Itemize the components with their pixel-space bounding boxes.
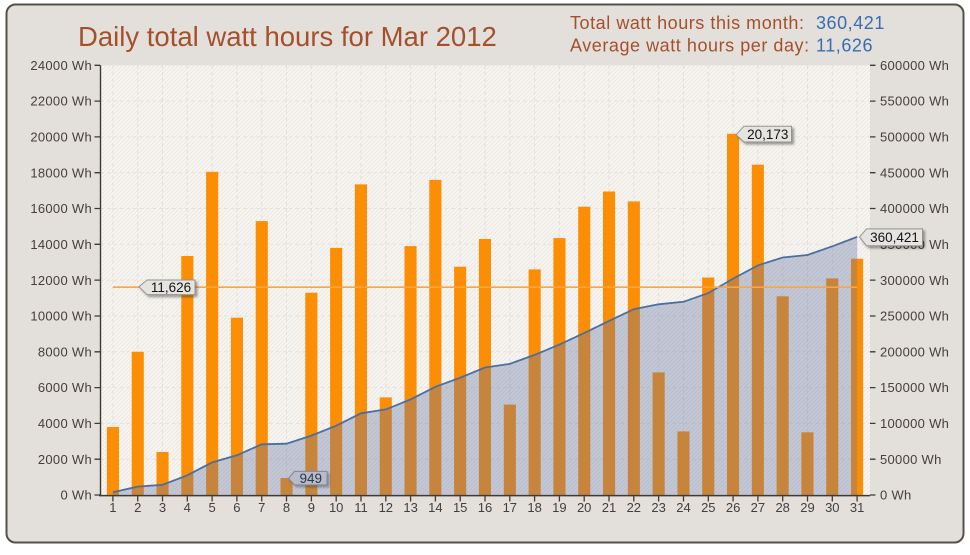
svg-text:16000 Wh: 16000 Wh <box>30 201 92 216</box>
svg-text:24000 Wh: 24000 Wh <box>30 58 92 73</box>
svg-text:500000 Wh: 500000 Wh <box>880 130 949 145</box>
svg-text:4000 Wh: 4000 Wh <box>38 416 92 431</box>
svg-text:Daily total watt hours for Mar: Daily total watt hours for Mar 2012 <box>78 21 497 52</box>
svg-text:250000 Wh: 250000 Wh <box>880 309 949 324</box>
svg-text:29: 29 <box>800 500 814 515</box>
svg-text:10000 Wh: 10000 Wh <box>30 309 92 324</box>
svg-text:400000 Wh: 400000 Wh <box>880 201 949 216</box>
svg-text:360,421: 360,421 <box>870 230 919 245</box>
svg-text:14: 14 <box>428 500 442 515</box>
svg-text:23: 23 <box>651 500 665 515</box>
svg-text:19: 19 <box>552 500 566 515</box>
svg-text:12: 12 <box>379 500 393 515</box>
svg-text:150000 Wh: 150000 Wh <box>880 380 949 395</box>
svg-text:360,421: 360,421 <box>816 13 885 33</box>
svg-text:11: 11 <box>354 500 368 515</box>
svg-text:9: 9 <box>308 500 315 515</box>
svg-text:10: 10 <box>329 500 343 515</box>
svg-text:1: 1 <box>109 500 116 515</box>
svg-text:20,173: 20,173 <box>747 127 788 142</box>
svg-text:600000 Wh: 600000 Wh <box>880 58 949 73</box>
svg-text:24: 24 <box>676 500 690 515</box>
svg-text:0 Wh: 0 Wh <box>880 488 912 503</box>
svg-text:16: 16 <box>478 500 492 515</box>
svg-text:2: 2 <box>134 500 141 515</box>
svg-text:26: 26 <box>726 500 740 515</box>
svg-text:3: 3 <box>159 500 166 515</box>
svg-text:15: 15 <box>453 500 467 515</box>
svg-text:4: 4 <box>184 500 191 515</box>
svg-text:Total watt hours this month:: Total watt hours this month: <box>570 13 805 33</box>
svg-text:550000 Wh: 550000 Wh <box>880 94 949 109</box>
svg-text:300000 Wh: 300000 Wh <box>880 273 949 288</box>
svg-text:20: 20 <box>577 500 591 515</box>
svg-text:949: 949 <box>300 471 323 486</box>
svg-text:50000 Wh: 50000 Wh <box>880 452 942 467</box>
svg-text:8: 8 <box>283 500 290 515</box>
svg-text:100000 Wh: 100000 Wh <box>880 416 949 431</box>
svg-text:5: 5 <box>208 500 215 515</box>
svg-text:14000 Wh: 14000 Wh <box>30 237 92 252</box>
svg-text:6: 6 <box>233 500 240 515</box>
svg-text:20000 Wh: 20000 Wh <box>30 130 92 145</box>
svg-text:7: 7 <box>258 500 265 515</box>
svg-text:11,626: 11,626 <box>816 36 873 56</box>
svg-text:30: 30 <box>825 500 839 515</box>
svg-text:17: 17 <box>503 500 517 515</box>
svg-text:18: 18 <box>527 500 541 515</box>
svg-text:27: 27 <box>751 500 765 515</box>
svg-text:6000 Wh: 6000 Wh <box>38 380 92 395</box>
svg-text:21: 21 <box>602 500 616 515</box>
svg-text:25: 25 <box>701 500 715 515</box>
svg-text:8000 Wh: 8000 Wh <box>38 344 92 359</box>
svg-text:2000 Wh: 2000 Wh <box>38 452 92 467</box>
svg-text:200000 Wh: 200000 Wh <box>880 344 949 359</box>
svg-text:450000 Wh: 450000 Wh <box>880 165 949 180</box>
svg-text:0 Wh: 0 Wh <box>60 488 92 503</box>
svg-text:18000 Wh: 18000 Wh <box>30 165 92 180</box>
svg-text:22: 22 <box>627 500 641 515</box>
svg-text:31: 31 <box>850 500 864 515</box>
svg-text:13: 13 <box>403 500 417 515</box>
svg-text:12000 Wh: 12000 Wh <box>30 273 92 288</box>
svg-text:Average watt hours per day:: Average watt hours per day: <box>570 36 810 56</box>
svg-text:22000 Wh: 22000 Wh <box>30 94 92 109</box>
svg-text:11,626: 11,626 <box>151 280 191 295</box>
svg-text:28: 28 <box>775 500 789 515</box>
